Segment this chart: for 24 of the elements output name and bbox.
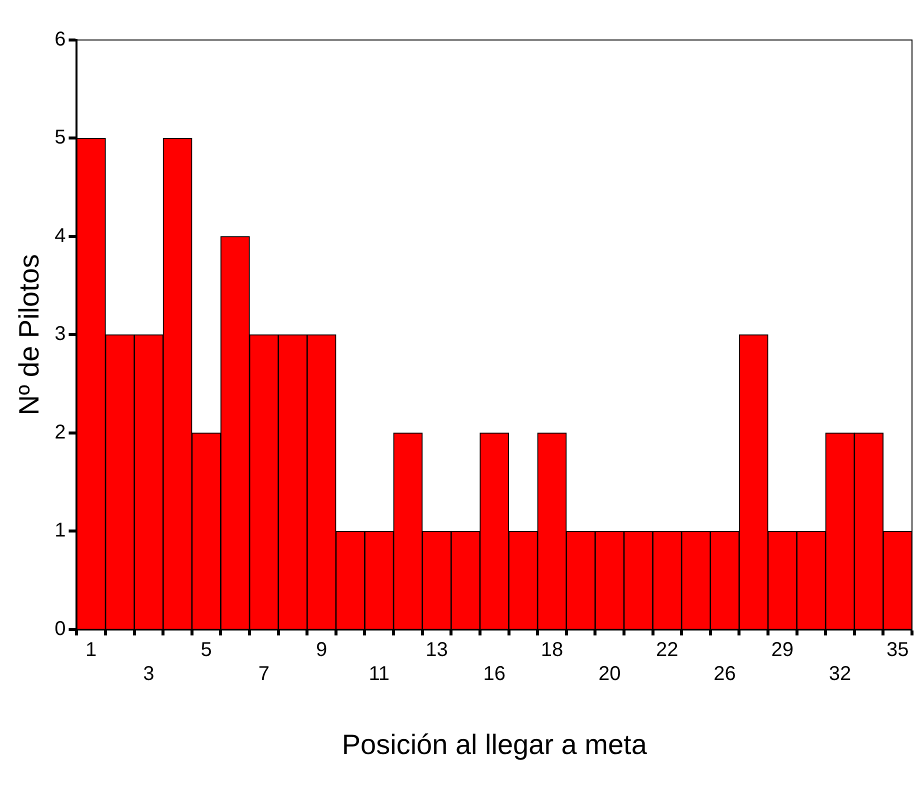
y-tick-label: 1 xyxy=(54,520,66,542)
x-tick-label: 16 xyxy=(483,662,506,685)
x-tick-label: 20 xyxy=(598,662,621,685)
y-axis-title: Nº de Pilotos xyxy=(14,254,45,416)
y-tick-label: 3 xyxy=(54,323,66,346)
x-tick-label: 13 xyxy=(426,638,448,661)
y-tick-label: 6 xyxy=(54,28,66,51)
y-tick-label: 2 xyxy=(54,421,66,444)
y-tick-label: 4 xyxy=(54,224,66,247)
x-tick-label: 26 xyxy=(714,662,736,685)
x-tick-label: 11 xyxy=(368,662,390,685)
x-tick-label: 22 xyxy=(656,638,678,661)
x-tick-label: 32 xyxy=(828,662,852,685)
x-tick-label: 7 xyxy=(258,662,270,685)
y-tick-label: 5 xyxy=(54,126,66,149)
x-tick-label: 9 xyxy=(316,638,328,661)
x-tick-label: 35 xyxy=(886,638,909,661)
y-tick-label: 0 xyxy=(54,618,66,640)
x-tick-label: 1 xyxy=(86,638,97,661)
x-tick-label: 29 xyxy=(771,638,794,661)
x-tick-label: 5 xyxy=(200,638,212,661)
x-tick-label: 3 xyxy=(143,662,154,685)
x-axis-title: Posición al llegar a meta xyxy=(342,728,648,760)
x-tick-label: 18 xyxy=(540,638,564,661)
